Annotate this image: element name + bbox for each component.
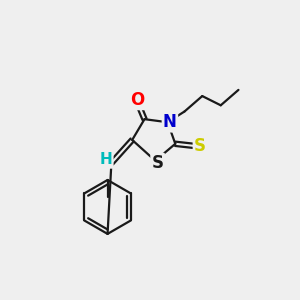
Text: S: S (152, 154, 164, 172)
Text: S: S (194, 137, 206, 155)
Text: N: N (163, 113, 177, 131)
Text: H: H (100, 152, 112, 167)
Text: O: O (130, 91, 144, 109)
